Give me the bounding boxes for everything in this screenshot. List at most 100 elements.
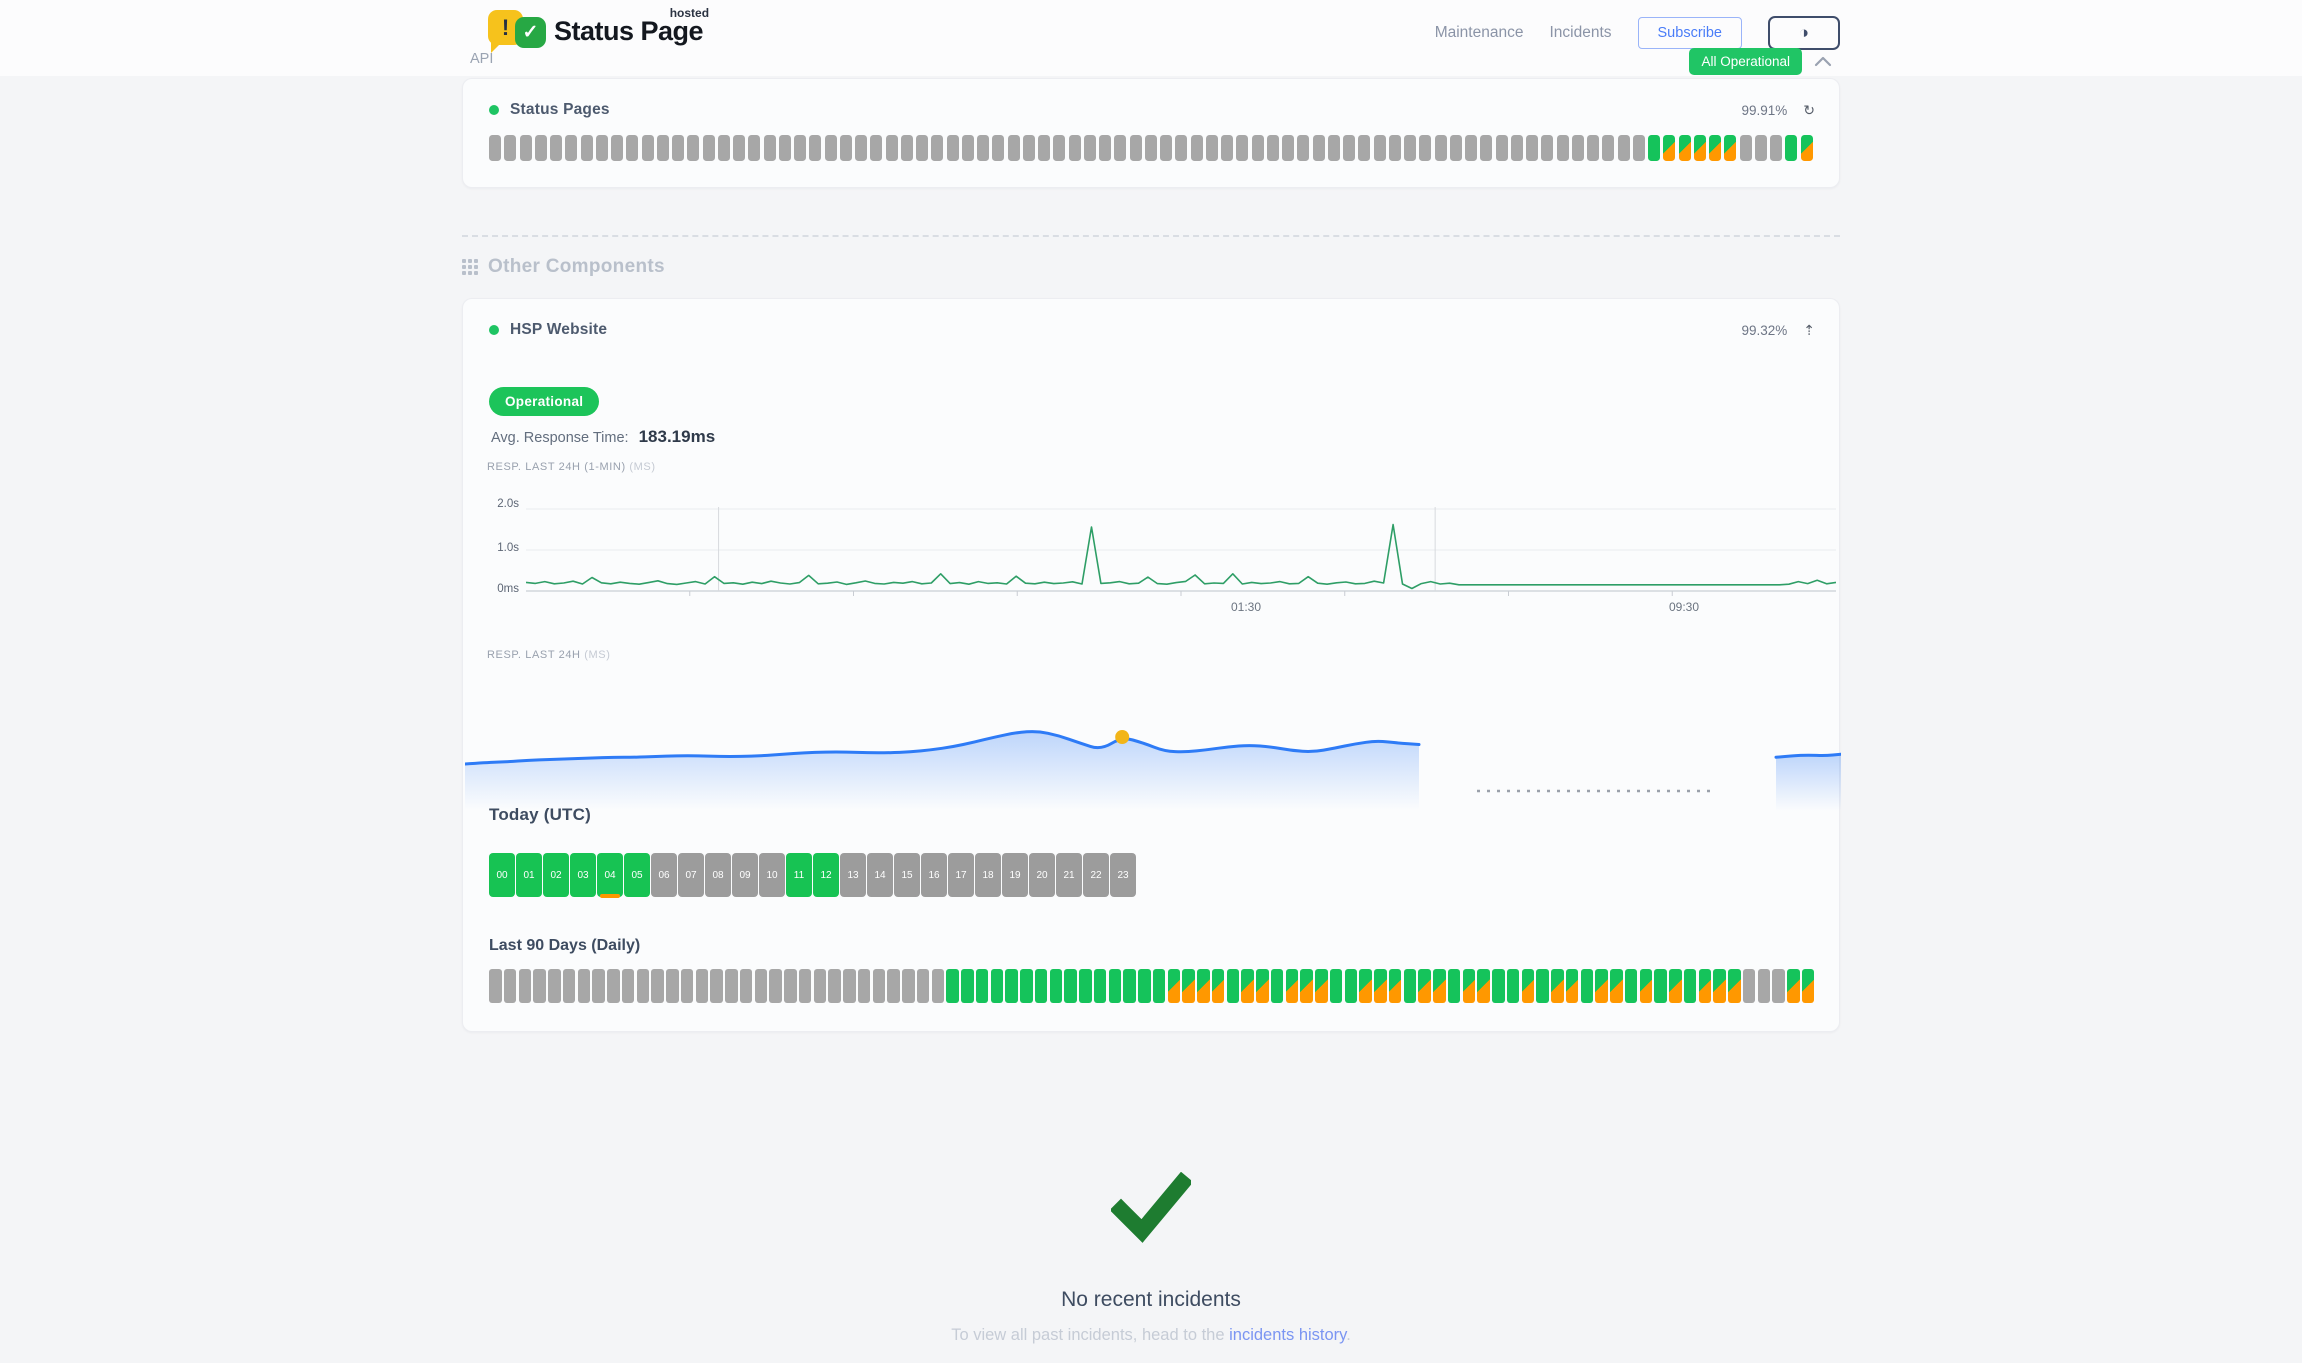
uptime-bar-degraded[interactable] [1639, 969, 1652, 1003]
uptime-bar-degraded[interactable] [1256, 969, 1269, 1003]
uptime-bar-degraded[interactable] [1663, 135, 1676, 161]
hour-cell-09[interactable]: 09 [732, 853, 758, 897]
uptime-bar-nodata[interactable] [489, 135, 501, 161]
uptime-bar-nodata[interactable] [680, 969, 694, 1003]
uptime-bar-up[interactable] [1683, 969, 1697, 1003]
hour-cell-16[interactable]: 16 [921, 853, 947, 897]
uptime-bar-nodata[interactable] [1388, 135, 1401, 161]
uptime-bar-nodata[interactable] [1221, 135, 1233, 161]
uptime-bar-up[interactable] [1785, 135, 1798, 161]
uptime-bar-nodata[interactable] [1099, 135, 1111, 161]
uptime-bar-nodata[interactable] [717, 135, 730, 161]
uptime-bar-nodata[interactable] [778, 135, 791, 161]
hour-cell-10[interactable]: 10 [759, 853, 785, 897]
uptime-bar-nodata[interactable] [1312, 135, 1325, 161]
uptime-bar-nodata[interactable] [1022, 135, 1035, 161]
nav-incidents[interactable]: Incidents [1549, 24, 1612, 41]
uptime-bar-nodata[interactable] [855, 135, 867, 161]
uptime-bar-nodata[interactable] [1251, 135, 1264, 161]
uptime-bar-nodata[interactable] [504, 135, 517, 161]
hour-cell-17[interactable]: 17 [948, 853, 974, 897]
uptime-bar-nodata[interactable] [656, 135, 669, 161]
uptime-bar-nodata[interactable] [702, 135, 715, 161]
uptime-bar-nodata[interactable] [1007, 135, 1020, 161]
uptime-bar-nodata[interactable] [1602, 135, 1615, 161]
uptime-bar-degraded[interactable] [1300, 969, 1313, 1003]
uptime-bar-degraded[interactable] [1462, 969, 1475, 1003]
uptime-bar-nodata[interactable] [1526, 135, 1538, 161]
uptime-bar-nodata[interactable] [1205, 135, 1218, 161]
uptime-bar-nodata[interactable] [784, 969, 797, 1003]
uptime-bar-nodata[interactable] [1632, 135, 1645, 161]
uptime-bar-degraded[interactable] [1800, 135, 1813, 161]
uptime-bar-nodata[interactable] [1556, 135, 1569, 161]
uptime-bar-nodata[interactable] [626, 135, 639, 161]
uptime-bar-degraded[interactable] [1713, 969, 1726, 1003]
uptime-bar-nodata[interactable] [651, 969, 664, 1003]
hour-cell-05[interactable]: 05 [624, 853, 650, 897]
hour-cell-11[interactable]: 11 [786, 853, 812, 897]
uptime-bar-nodata[interactable] [1510, 135, 1523, 161]
uptime-bar-nodata[interactable] [809, 135, 822, 161]
uptime-bar-nodata[interactable] [885, 135, 898, 161]
uptime-bar-nodata[interactable] [1739, 135, 1752, 161]
uptime-bar-nodata[interactable] [900, 135, 913, 161]
uptime-bar-up[interactable] [1344, 969, 1357, 1003]
uptime-bar-degraded[interactable] [1182, 969, 1195, 1003]
uptime-bar-up[interactable] [1093, 969, 1107, 1003]
uptime-bar-up[interactable] [1005, 969, 1018, 1003]
uptime-bar-nodata[interactable] [607, 969, 620, 1003]
uptime-bar-nodata[interactable] [1282, 135, 1294, 161]
uptime-bar-nodata[interactable] [916, 135, 928, 161]
refresh-icon[interactable]: ↻ [1803, 101, 1815, 118]
uptime-bar-up[interactable] [1447, 969, 1461, 1003]
uptime-bar-degraded[interactable] [1521, 969, 1534, 1003]
uptime-bar-up[interactable] [1049, 969, 1062, 1003]
uptime-bar-nodata[interactable] [828, 969, 841, 1003]
incidents-history-link[interactable]: incidents history [1229, 1326, 1347, 1344]
uptime-bar-up[interactable] [990, 969, 1003, 1003]
uptime-bar-nodata[interactable] [489, 969, 502, 1003]
uptime-bar-degraded[interactable] [1724, 135, 1737, 161]
hour-cell-15[interactable]: 15 [894, 853, 920, 897]
uptime-bar-nodata[interactable] [813, 969, 826, 1003]
uptime-bar-nodata[interactable] [872, 969, 885, 1003]
uptime-bar-degraded[interactable] [1698, 969, 1711, 1003]
uptime-bar-nodata[interactable] [1068, 135, 1081, 161]
uptime-bar-nodata[interactable] [1419, 135, 1432, 161]
uptime-bar-nodata[interactable] [1053, 135, 1066, 161]
uptime-bar-degraded[interactable] [1801, 969, 1815, 1003]
uptime-bar-nodata[interactable] [931, 969, 944, 1003]
uptime-bar-nodata[interactable] [519, 135, 532, 161]
uptime-bar-nodata[interactable] [1434, 135, 1447, 161]
uptime-bar-nodata[interactable] [739, 969, 753, 1003]
uptime-bar-nodata[interactable] [636, 969, 649, 1003]
uptime-bar-nodata[interactable] [857, 969, 871, 1003]
uptime-bar-up[interactable] [1034, 969, 1048, 1003]
hour-cell-12[interactable]: 12 [813, 853, 839, 897]
uptime-bar-up[interactable] [1108, 969, 1121, 1003]
hour-cell-14[interactable]: 14 [867, 853, 893, 897]
uptime-bar-nodata[interactable] [1236, 135, 1249, 161]
hour-cell-20[interactable]: 20 [1029, 853, 1055, 897]
uptime-bar-nodata[interactable] [1190, 135, 1203, 161]
uptime-bar-nodata[interactable] [1144, 135, 1157, 161]
uptime-bar-degraded[interactable] [1167, 969, 1180, 1003]
uptime-bar-nodata[interactable] [666, 969, 679, 1003]
uptime-bar-nodata[interactable] [977, 135, 989, 161]
uptime-bar-nodata[interactable] [916, 969, 930, 1003]
uptime-bar-nodata[interactable] [725, 969, 738, 1003]
uptime-bar-up[interactable] [975, 969, 989, 1003]
uptime-bar-nodata[interactable] [902, 969, 915, 1003]
uptime-bar-up[interactable] [1492, 969, 1505, 1003]
uptime-bar-nodata[interactable] [611, 135, 623, 161]
uptime-bar-degraded[interactable] [1728, 969, 1741, 1003]
uptime-bar-nodata[interactable] [1175, 135, 1188, 161]
uptime-bar-nodata[interactable] [794, 135, 806, 161]
uptime-bar-nodata[interactable] [1571, 135, 1584, 161]
uptime-bar-nodata[interactable] [580, 135, 593, 161]
uptime-bar-nodata[interactable] [1495, 135, 1508, 161]
hour-cell-03[interactable]: 03 [570, 853, 596, 897]
uptime-bar-up[interactable] [1329, 969, 1343, 1003]
uptime-bar-nodata[interactable] [562, 969, 576, 1003]
